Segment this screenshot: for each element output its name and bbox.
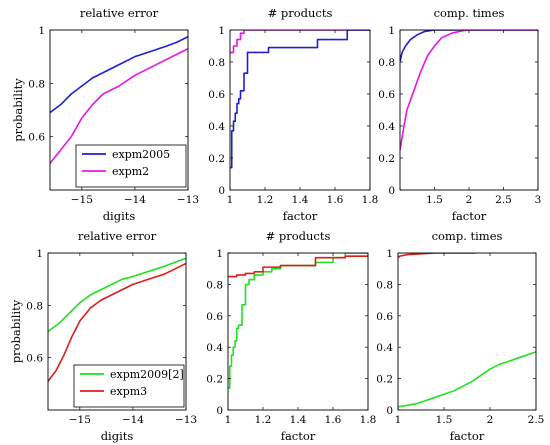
x-tick-label: 1.6 bbox=[327, 194, 344, 206]
x-axis-label: factor bbox=[450, 429, 485, 443]
x-axis-label: factor bbox=[452, 209, 487, 223]
y-tick-label: 0 bbox=[386, 405, 393, 417]
panel-r2c3: 1 1.5 2 2.5 0 0.2 0.4 0.6 0.8 1 comp. times factor bbox=[376, 229, 544, 443]
x-tick-label: −13 bbox=[175, 414, 197, 426]
x-tick-label: 1 bbox=[395, 414, 402, 426]
chart-title: comp. times bbox=[432, 229, 503, 243]
y-tick-label: 0.6 bbox=[206, 311, 223, 323]
x-tick-label: −14 bbox=[122, 414, 144, 426]
plot-frame bbox=[49, 29, 189, 191]
y-tick-label: 0.2 bbox=[206, 374, 223, 386]
x-tick-label: 2.5 bbox=[495, 194, 512, 206]
x-tick-label: 1.4 bbox=[290, 414, 307, 426]
y-tick-label: 0.6 bbox=[378, 89, 395, 101]
y-tick-label: 0.8 bbox=[28, 78, 45, 90]
x-axis-label: digits bbox=[103, 209, 136, 223]
panel-r1c3: 1.5 2 2.5 3 0 0.2 0.4 0.6 0.8 1 comp. times factor bbox=[378, 6, 541, 223]
x-tick-label: 2.5 bbox=[528, 414, 545, 426]
legend-entry: expm3 bbox=[110, 385, 147, 398]
y-axis-label: probability bbox=[9, 299, 23, 363]
y-tick-label: 0.2 bbox=[378, 153, 395, 165]
x-tick-label: 3 bbox=[535, 194, 542, 206]
x-tick-label: 1.2 bbox=[255, 414, 272, 426]
series-line-blue bbox=[230, 30, 370, 169]
x-tick-label: 1.4 bbox=[292, 194, 309, 206]
series-line-red bbox=[228, 255, 368, 278]
legend-entry: expm2009[2] bbox=[110, 368, 184, 381]
x-axis-label: digits bbox=[101, 429, 134, 443]
legend: expm2005 expm2 bbox=[75, 144, 187, 188]
panel-r2c2: 1 1.2 1.4 1.6 1.8 0 0.2 0.4 0.6 0.8 1 # products fac… bbox=[206, 229, 376, 443]
x-tick-label: 2 bbox=[466, 194, 473, 206]
y-tick-label: 0.8 bbox=[206, 279, 223, 291]
series-line-blue bbox=[400, 30, 538, 63]
plot-frame bbox=[399, 29, 539, 191]
series-line-magenta bbox=[230, 30, 370, 54]
y-tick-label: 1 bbox=[36, 248, 43, 260]
y-tick-label: 0.2 bbox=[376, 374, 393, 386]
y-tick-label: 0.6 bbox=[26, 353, 43, 365]
chart-title: # products bbox=[268, 6, 333, 20]
plot-frame bbox=[47, 252, 187, 411]
y-tick-label: 0.6 bbox=[28, 132, 45, 144]
series-line-red bbox=[398, 253, 477, 259]
plot-frame bbox=[227, 252, 369, 411]
legend-entry: expm2 bbox=[112, 165, 149, 178]
y-tick-label: 1 bbox=[38, 25, 45, 37]
y-tick-label: 0 bbox=[216, 405, 223, 417]
y-tick-label: 0.4 bbox=[208, 121, 225, 133]
panel-r1c2: 1 1.2 1.4 1.6 1.8 0 0.2 0.4 0.6 0.8 1 # products fac… bbox=[208, 6, 378, 223]
x-axis-label: factor bbox=[281, 429, 316, 443]
panel-r2c1: −15 −14 −13 0.6 0.8 1 relative error digits prob… bbox=[9, 229, 197, 443]
y-tick-label: 1 bbox=[218, 25, 225, 37]
y-tick-label: 0.4 bbox=[376, 342, 393, 354]
y-tick-label: 1 bbox=[216, 248, 223, 260]
y-tick-label: 0.6 bbox=[376, 311, 393, 323]
chart-title: relative error bbox=[78, 229, 157, 243]
chart-title: relative error bbox=[80, 6, 159, 20]
series-line-green bbox=[398, 351, 536, 408]
series-line-expm3 bbox=[48, 262, 186, 382]
x-axis-label: factor bbox=[283, 209, 318, 223]
x-tick-label: 1 bbox=[227, 194, 234, 206]
y-tick-label: 0 bbox=[218, 185, 225, 197]
chart-title: # products bbox=[266, 229, 331, 243]
x-tick-label: −14 bbox=[124, 194, 146, 206]
x-tick-label: 1.2 bbox=[257, 194, 274, 206]
legend-entry: expm2005 bbox=[112, 148, 170, 161]
panel-r1c1: −15 −14 −13 0.6 0.8 1 relative error digits prob… bbox=[11, 6, 199, 223]
x-tick-label: 1.8 bbox=[360, 414, 377, 426]
y-tick-label: 0.8 bbox=[208, 57, 225, 69]
y-tick-label: 0.8 bbox=[26, 300, 43, 312]
y-tick-label: 1 bbox=[386, 248, 393, 260]
y-tick-label: 0.8 bbox=[376, 279, 393, 291]
y-tick-label: 0.8 bbox=[378, 57, 395, 69]
y-axis-label: probability bbox=[11, 78, 25, 142]
x-tick-label: −15 bbox=[71, 194, 93, 206]
series-line-expm2009-2- bbox=[48, 257, 186, 333]
series-line-magenta bbox=[400, 30, 538, 151]
x-tick-label: 1.5 bbox=[426, 194, 443, 206]
y-tick-label: 0.4 bbox=[378, 121, 395, 133]
chart-title: comp. times bbox=[434, 6, 505, 20]
series-line-expm2 bbox=[50, 47, 188, 164]
y-tick-label: 0.6 bbox=[208, 89, 225, 101]
plot-frame bbox=[229, 29, 371, 191]
series-line-expm2005 bbox=[50, 35, 188, 114]
plot-frame bbox=[397, 252, 537, 411]
x-tick-label: 1.5 bbox=[436, 414, 453, 426]
y-tick-label: 0.2 bbox=[208, 153, 225, 165]
y-tick-label: 0 bbox=[388, 185, 395, 197]
x-tick-label: 1.6 bbox=[325, 414, 342, 426]
x-tick-label: 1 bbox=[225, 414, 232, 426]
y-tick-label: 1 bbox=[388, 25, 395, 37]
y-tick-label: 0.4 bbox=[206, 342, 223, 354]
x-tick-label: 1.8 bbox=[362, 194, 379, 206]
x-tick-label: −15 bbox=[69, 414, 91, 426]
legend: expm2009[2] expm3 bbox=[73, 364, 185, 408]
x-tick-label: 2 bbox=[487, 414, 494, 426]
x-tick-label: −13 bbox=[177, 194, 199, 206]
